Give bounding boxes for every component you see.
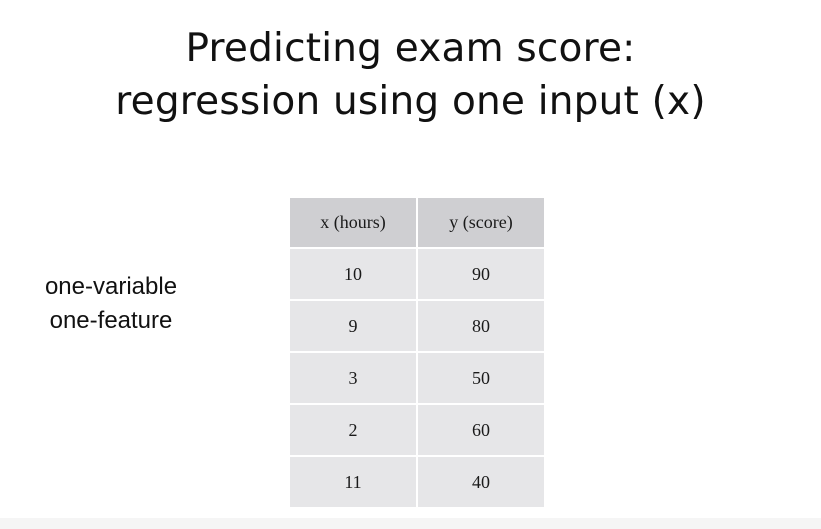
title-line-2: regression using one input (x) bbox=[115, 79, 706, 124]
side-label-line-1: one-variable bbox=[44, 273, 178, 300]
table-row: 9 80 bbox=[288, 299, 546, 353]
slide-title: Predicting exam score: regression using … bbox=[0, 22, 821, 128]
side-label-line-2: one-feature bbox=[49, 307, 173, 334]
table-row: 2 60 bbox=[288, 403, 546, 457]
title-line-1: Predicting exam score: bbox=[185, 26, 636, 71]
data-table: x (hours) y (score) 10 90 9 80 3 50 2 60 bbox=[288, 196, 546, 509]
cell-y: 50 bbox=[416, 351, 546, 405]
header-y: y (score) bbox=[416, 196, 546, 249]
bottom-strip bbox=[0, 518, 821, 529]
cell-x: 10 bbox=[288, 247, 418, 301]
cell-y: 40 bbox=[416, 455, 546, 509]
cell-x: 2 bbox=[288, 403, 418, 457]
table-row: 3 50 bbox=[288, 351, 546, 405]
cell-y: 90 bbox=[416, 247, 546, 301]
cell-x: 9 bbox=[288, 299, 418, 353]
table-header-row: x (hours) y (score) bbox=[288, 196, 546, 249]
cell-x: 3 bbox=[288, 351, 418, 405]
side-label: one-variable one-feature bbox=[18, 270, 204, 338]
header-x: x (hours) bbox=[288, 196, 418, 249]
cell-y: 60 bbox=[416, 403, 546, 457]
slide: Predicting exam score: regression using … bbox=[0, 22, 821, 509]
cell-y: 80 bbox=[416, 299, 546, 353]
cell-x: 11 bbox=[288, 455, 418, 509]
table-row: 11 40 bbox=[288, 455, 546, 509]
table-row: 10 90 bbox=[288, 247, 546, 301]
